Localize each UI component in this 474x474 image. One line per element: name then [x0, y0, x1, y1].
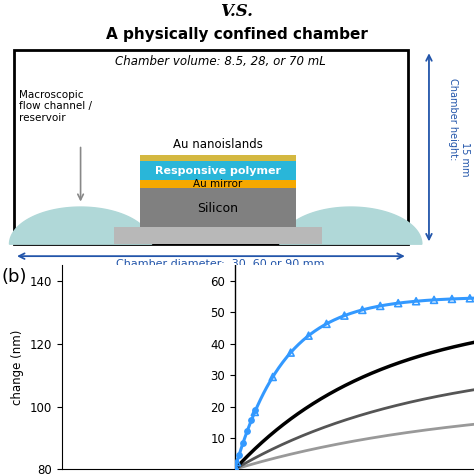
Text: V.S.: V.S.	[220, 3, 254, 20]
Point	[244, 428, 251, 435]
Text: Responsive polymer: Responsive polymer	[155, 165, 281, 175]
Point	[358, 306, 366, 314]
Text: Au nanoislands: Au nanoislands	[173, 138, 263, 151]
Text: Au mirror: Au mirror	[193, 180, 243, 190]
Point	[341, 312, 348, 319]
Text: Chamber diameter:  30, 60 or 90 mm: Chamber diameter: 30, 60 or 90 mm	[116, 259, 325, 269]
Text: (b): (b)	[1, 268, 27, 286]
Point	[235, 452, 243, 459]
Point	[466, 294, 474, 302]
Text: A physically confined chamber: A physically confined chamber	[106, 27, 368, 42]
Point	[231, 465, 238, 473]
Text: Macroscopic
flow channel /
reservoir: Macroscopic flow channel / reservoir	[19, 90, 92, 123]
Polygon shape	[9, 207, 152, 244]
Text: 15 mm: 15 mm	[459, 142, 470, 176]
Point	[376, 302, 384, 310]
Text: Silicon: Silicon	[198, 202, 238, 215]
Point	[430, 296, 438, 304]
Bar	[14, 50, 408, 244]
Point	[394, 300, 402, 307]
Bar	[114, 227, 322, 244]
Polygon shape	[280, 207, 422, 244]
Point	[269, 373, 276, 381]
Y-axis label: change (nm): change (nm)	[11, 329, 24, 405]
Point	[239, 439, 247, 447]
Point	[251, 408, 259, 416]
Point	[305, 332, 312, 339]
Text: Chamber volume: 8.5, 28, or 70 mL: Chamber volume: 8.5, 28, or 70 mL	[115, 55, 326, 68]
Bar	[140, 161, 296, 181]
Point	[252, 407, 259, 414]
Point	[247, 417, 255, 424]
Text: Chamber height:: Chamber height:	[447, 78, 458, 161]
Bar	[140, 155, 296, 161]
Bar	[140, 181, 296, 189]
Point	[233, 458, 241, 466]
Point	[287, 349, 294, 356]
Bar	[140, 189, 296, 227]
Point	[323, 320, 330, 328]
Point	[448, 295, 456, 303]
Point	[412, 297, 420, 305]
